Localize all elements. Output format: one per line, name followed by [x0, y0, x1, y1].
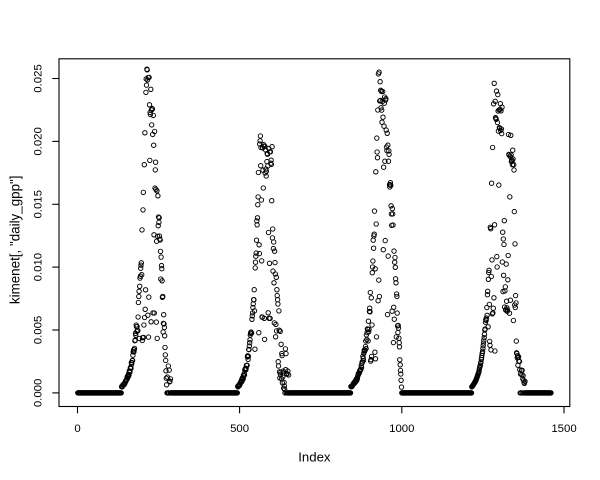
- svg-text:0.020: 0.020: [32, 127, 44, 156]
- svg-text:0: 0: [74, 423, 80, 435]
- svg-text:1000: 1000: [389, 423, 414, 435]
- svg-text:kimenet[, "daily_gpp"]: kimenet[, "daily_gpp"]: [7, 175, 22, 304]
- svg-text:Index: Index: [298, 449, 331, 464]
- svg-text:0.015: 0.015: [32, 190, 44, 219]
- svg-text:0.000: 0.000: [32, 379, 44, 408]
- svg-text:500: 500: [230, 423, 249, 435]
- svg-text:0.010: 0.010: [32, 253, 44, 282]
- svg-text:0.025: 0.025: [32, 64, 44, 93]
- svg-text:0.005: 0.005: [32, 316, 44, 345]
- svg-text:1500: 1500: [551, 423, 576, 435]
